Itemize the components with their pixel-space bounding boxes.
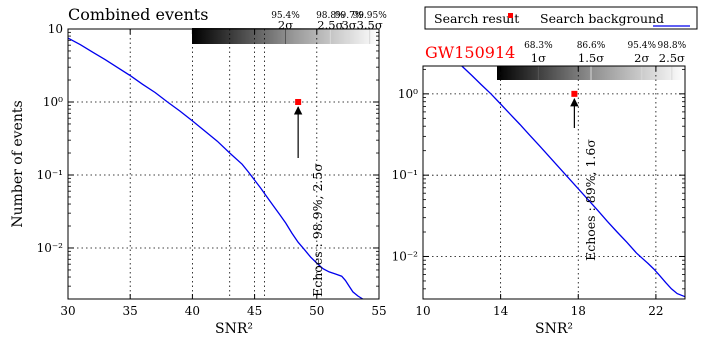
sigma-percent-label: 68.3% <box>524 41 553 51</box>
plot-frame <box>422 65 686 300</box>
chart-title: GW150914 <box>425 43 515 62</box>
y-tick-label: 10 <box>48 22 63 36</box>
x-tick-label: 55 <box>371 304 386 318</box>
sigma-level-label: 1σ <box>531 51 546 65</box>
legend: Search result Search background <box>424 6 698 30</box>
sigma-level-label: 2.5σ <box>659 51 685 65</box>
legend-label-search-background: Search background <box>540 11 664 26</box>
annotation-text: Echoes : 98.9%, 2.5σ <box>310 163 325 297</box>
x-tick-label: 30 <box>60 304 75 318</box>
sigma-percent-label: 99.95% <box>352 11 387 21</box>
sigma-level-label: 2σ <box>278 18 293 32</box>
sigma-percent-label: 98.8% <box>316 11 345 21</box>
sigma-percent-label: 98.8% <box>658 41 687 51</box>
y-tick-label: 10⁻² <box>37 241 64 255</box>
sigma-percent-label: 95.4% <box>627 41 656 51</box>
sigma-percent-label: 99.7% <box>335 11 364 21</box>
x-tick-label: 14 <box>493 304 509 318</box>
sigma-percent-label: 86.6% <box>577 41 606 51</box>
y-tick-label: 10⁻¹ <box>37 168 63 182</box>
x-axis-label: SNR² <box>215 321 253 337</box>
ticks: 10 14 18 22 10⁰ 10⁻¹ 10⁻² <box>392 66 685 318</box>
x-tick-label: 10 <box>415 304 430 318</box>
panel-combined-events: Combined events 95.4%2σ98.8%2.5σ99.7%3σ9… <box>10 5 387 337</box>
marker-layer: Echoes : 89%, 1.6σ <box>570 90 598 261</box>
sigma-colorbar: 68.3%1σ 86.6%1.5σ 95.4%2σ 98.8%2.5σ <box>497 41 687 80</box>
x-tick-label: 22 <box>648 304 663 318</box>
x-tick-label: 18 <box>571 304 586 318</box>
ticks: 30 35 40 45 50 55 10 10⁰ 10⁻¹ 10⁻² <box>37 22 387 318</box>
x-tick-label: 50 <box>309 304 324 318</box>
annotation-text: Echoes : 89%, 1.6σ <box>583 139 598 261</box>
legend-marker-search-result <box>508 13 513 18</box>
y-tick-label: 10⁰ <box>43 95 63 109</box>
plot-frame <box>67 28 380 300</box>
x-axis-label: SNR² <box>535 321 573 337</box>
series-lines <box>461 65 686 298</box>
sigma-level-label: 1.5σ <box>578 51 604 65</box>
legend-frame <box>424 6 698 30</box>
grid <box>423 66 685 299</box>
chart-title: Combined events <box>68 5 208 24</box>
panel-gw150914: Search result Search background 68.3%1σ 8… <box>392 6 698 337</box>
series-lines <box>67 37 364 300</box>
x-tick-label: 45 <box>247 304 262 318</box>
marker-layer: Echoes : 98.9%, 2.5σ <box>293 98 325 297</box>
y-tick-label: 10⁻² <box>392 249 419 263</box>
search-result-marker <box>295 98 302 105</box>
sigma-level-label: 2σ <box>634 51 649 65</box>
y-tick-label: 10⁰ <box>398 87 418 101</box>
x-tick-label: 40 <box>185 304 200 318</box>
y-axis-label: Number of events <box>10 100 26 227</box>
search-result-marker <box>571 90 578 97</box>
legend-label-search-result: Search result <box>434 11 519 26</box>
x-tick-label: 35 <box>123 304 138 318</box>
y-tick-label: 10⁻¹ <box>392 168 418 182</box>
grid <box>68 29 379 299</box>
series-line <box>67 37 364 300</box>
sigma-percent-label: 95.4% <box>271 11 300 21</box>
series-line <box>461 65 686 298</box>
